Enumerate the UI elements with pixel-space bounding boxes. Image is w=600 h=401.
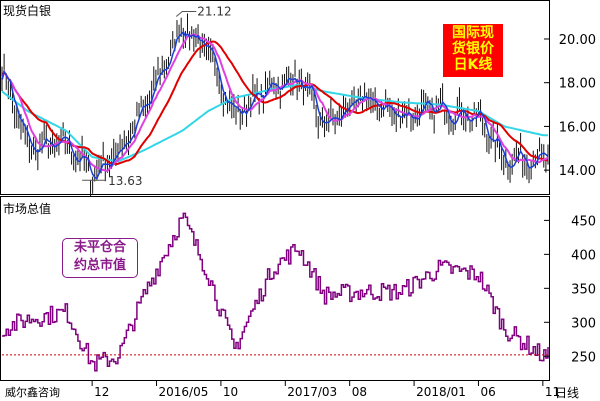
y-tick-label-lower: 300 bbox=[571, 316, 596, 331]
y-tick-label-upper: 16.00 bbox=[559, 120, 596, 135]
annotation-low: 13.63 bbox=[108, 174, 142, 188]
y-tick-label-upper: 20.00 bbox=[559, 33, 596, 48]
x-tick-label: 08 bbox=[352, 385, 367, 399]
x-tick-label: 10 bbox=[223, 385, 238, 399]
y-tick-label-lower: 400 bbox=[571, 248, 596, 263]
ma-mid-line bbox=[1, 33, 549, 172]
high-marker bbox=[175, 10, 197, 17]
mv-label-line-1: 未平仓合 bbox=[73, 240, 126, 255]
x-tick-label: 06 bbox=[480, 385, 495, 399]
x-tick-label: 11 bbox=[545, 385, 560, 399]
price-legend-badge: 国际现 货银价 日K线 bbox=[443, 24, 503, 77]
plot-frame-lower bbox=[0, 196, 550, 381]
ma-fast-line bbox=[1, 30, 549, 180]
source-label: 威尔鑫咨询 bbox=[5, 386, 60, 399]
plot-frame-upper bbox=[0, 0, 550, 195]
mv-label-line-2: 约总市值 bbox=[73, 258, 126, 273]
legend-line-1: 国际现 bbox=[452, 25, 494, 41]
y-tick-label-lower: 250 bbox=[571, 350, 596, 365]
ma-slow-line bbox=[1, 40, 549, 166]
x-tick-label: 2016/05 bbox=[159, 385, 209, 399]
x-tick-label: 12 bbox=[94, 385, 109, 399]
market-value-line bbox=[2, 212, 549, 372]
legend-line-2: 货银价 bbox=[452, 41, 494, 57]
annotation-high: 21.12 bbox=[197, 4, 231, 18]
y-tick-label-upper: 18.00 bbox=[559, 77, 596, 92]
lower-chart-title: 市场总值 bbox=[3, 202, 52, 216]
x-axis-unit: 日线 bbox=[555, 386, 580, 400]
x-tick-label: 2017/03 bbox=[287, 385, 337, 399]
ma-long-line bbox=[1, 84, 548, 163]
y-tick-label-lower: 350 bbox=[571, 282, 596, 297]
market-value-badge: 未平仓合 约总市值 bbox=[62, 238, 138, 278]
y-tick-label-lower: 450 bbox=[571, 214, 596, 229]
y-tick-label-upper: 14.00 bbox=[559, 164, 596, 179]
upper-chart-title: 现货白银 bbox=[3, 4, 52, 18]
x-tick-label: 2018/01 bbox=[416, 385, 466, 399]
legend-line-3: 日K线 bbox=[453, 57, 493, 73]
